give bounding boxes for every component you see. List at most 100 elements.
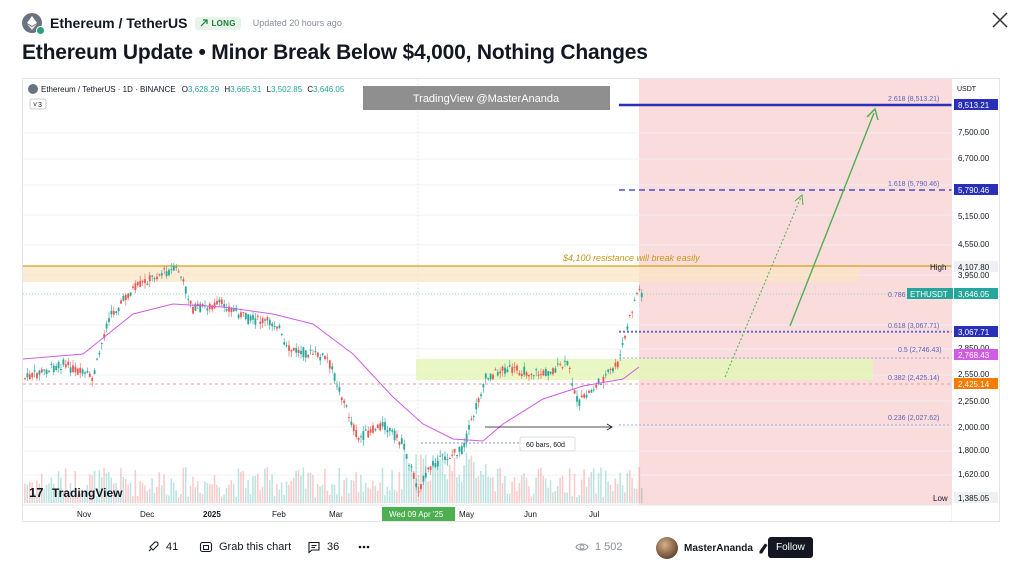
grab-chart-button[interactable]: Grab this chart: [199, 540, 291, 554]
tag-low-bg: [954, 492, 998, 503]
comments-button[interactable]: 36: [307, 540, 339, 554]
pencil-icon: [759, 543, 768, 553]
candle-body: [463, 442, 466, 447]
volume-bar: [578, 495, 581, 503]
volume-bar: [504, 476, 506, 503]
volume-bar: [628, 469, 631, 503]
candle-body: [129, 292, 132, 296]
symbol-link[interactable]: Ethereum / TetherUS: [50, 15, 188, 31]
volume-bar: [388, 490, 391, 503]
candle-body: [206, 308, 209, 311]
candle-body: [309, 349, 312, 351]
indicator-count: 3: [38, 102, 42, 109]
range-arrow-head: [606, 423, 613, 431]
volume-bar: [520, 475, 523, 503]
volume-bar: [540, 467, 542, 503]
more-icon: [358, 545, 370, 549]
candle-body: [619, 354, 622, 356]
volume-bar: [256, 474, 259, 503]
chart-panel[interactable]: $4,100 resistance will break easily 2.61…: [22, 78, 1000, 522]
price-scale-label: 6,700.00: [958, 154, 990, 163]
fib-label-0236: 0.236 (2,027.62): [888, 415, 939, 422]
volume-bar: [50, 477, 53, 503]
candle-body: [57, 361, 60, 369]
candle-body: [240, 312, 242, 318]
candle-body: [110, 310, 113, 315]
candle-body: [578, 399, 581, 406]
volume-bar: [616, 483, 619, 503]
volume-bar: [410, 463, 413, 503]
volume-bar: [168, 495, 170, 503]
candle-body: [100, 343, 103, 345]
candle-body: [93, 370, 96, 374]
candle-body: [544, 368, 547, 377]
candle-body: [576, 396, 578, 402]
volume-bar: [590, 471, 593, 503]
price-scale-label: 2,550.00: [958, 370, 990, 379]
candle-body: [482, 384, 485, 388]
price-axis[interactable]: [952, 79, 1000, 522]
time-axis[interactable]: Nov Dec 2025 Feb Mar Wed 09 Apr '25 May …: [77, 507, 599, 521]
candle-body: [40, 369, 43, 373]
candle-body: [60, 369, 62, 371]
camera-icon: [199, 541, 213, 553]
volume-bar: [153, 493, 156, 503]
candle-body: [242, 312, 245, 314]
price-scale-label: 1,800.00: [958, 446, 990, 455]
author-link[interactable]: MasterAnanda: [656, 537, 768, 559]
symbol-icon: [28, 84, 38, 94]
candle-body: [333, 373, 336, 381]
candle-body: [554, 368, 557, 373]
candle-body: [552, 368, 554, 375]
candle-body: [295, 347, 298, 353]
volume-bar: [103, 467, 105, 503]
candle-body: [50, 363, 53, 365]
candle-body: [79, 367, 82, 373]
candle-body: [213, 302, 216, 309]
fib-label-0786: 0.786: [888, 292, 906, 299]
candle-body: [609, 369, 612, 371]
volume-bar: [393, 489, 396, 503]
volume-bar: [614, 478, 617, 503]
volume-bar: [295, 470, 297, 503]
volume-bar: [516, 491, 518, 503]
tradingview-logo[interactable]: 17 TradingView: [29, 485, 123, 500]
candle-body: [223, 304, 226, 308]
boost-button[interactable]: 41: [146, 540, 178, 554]
candle-body: [636, 292, 638, 294]
candle-body: [429, 466, 432, 470]
tag-fib-0618: 3,067.71: [958, 328, 990, 337]
volume-bar: [297, 469, 300, 503]
volume-bar: [283, 494, 285, 503]
volume-bar: [595, 493, 597, 503]
more-button[interactable]: [357, 540, 371, 554]
volume-bar: [350, 480, 353, 503]
candle-body: [364, 429, 367, 431]
volume-bar: [460, 481, 463, 503]
candle-body: [280, 334, 283, 336]
volume-bar: [204, 481, 206, 503]
candle-body: [496, 372, 499, 376]
eye-icon: [575, 543, 589, 551]
volume-bar: [213, 475, 216, 503]
close-button[interactable]: [990, 10, 1010, 30]
price-chart[interactable]: $4,100 resistance will break easily 2.61…: [23, 79, 1000, 522]
candle-body: [218, 299, 221, 303]
price-scale-labels: 7,500.00 6,700.00 5,150.00 4,550.00 3,950.00…: [958, 128, 990, 479]
candle-body: [64, 364, 67, 368]
volume-bar: [487, 476, 489, 503]
time-label-mar: Mar: [329, 510, 343, 519]
candle-body: [36, 373, 38, 379]
indicators-toggle[interactable]: ˅ 3: [29, 98, 47, 110]
volume-bar: [105, 473, 108, 503]
volume-bar: [429, 480, 432, 503]
volume-bar: [228, 484, 230, 503]
follow-button[interactable]: Follow: [768, 537, 813, 558]
price-scale-label: 7,500.00: [958, 128, 990, 137]
candle-body: [199, 303, 202, 313]
candle-body: [549, 371, 552, 374]
candle-body: [600, 384, 602, 386]
candle-body: [362, 431, 365, 441]
volume-bar: [144, 485, 146, 503]
volume-bar: [55, 489, 57, 503]
